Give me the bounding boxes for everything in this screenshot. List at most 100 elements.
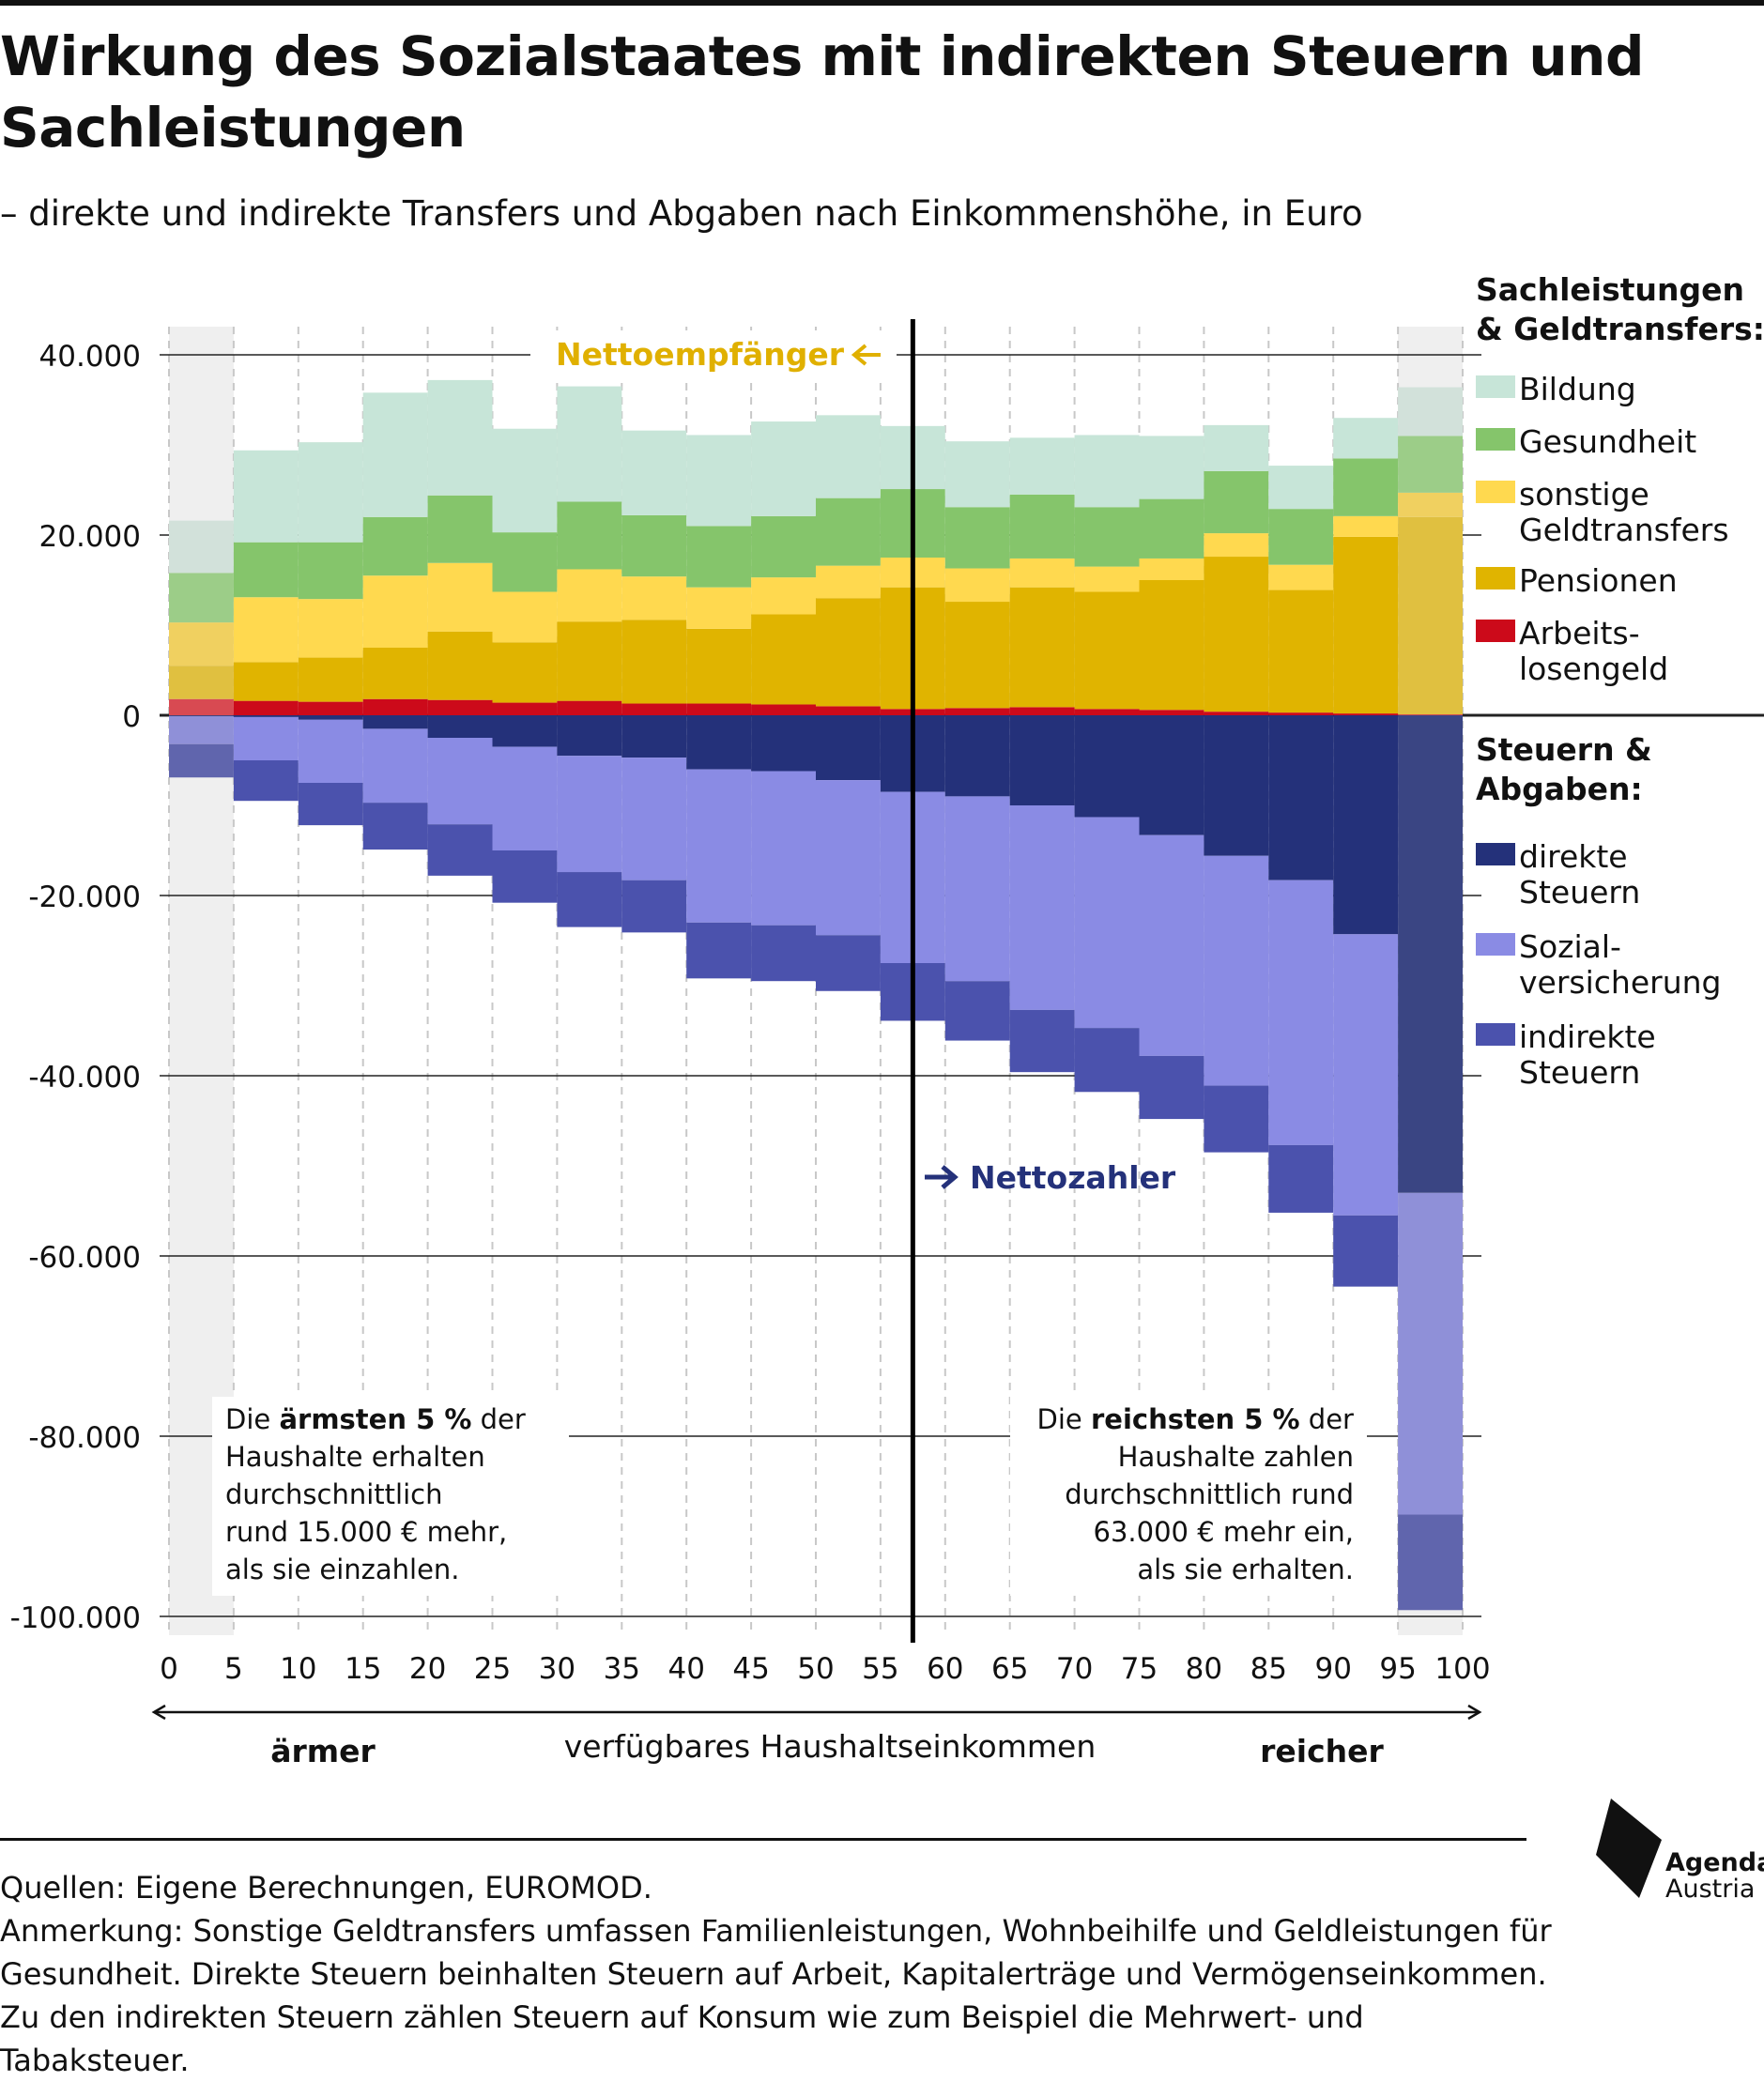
legend-swatch-gesundheit	[1476, 428, 1515, 451]
bar-segment-direkte-steuern	[686, 715, 752, 770]
bar-segment-indirekte-steuern	[1139, 1055, 1204, 1120]
bar-segment-sonstige-geldtransfers	[362, 575, 428, 648]
bar-segment-pensionen	[427, 631, 493, 700]
bar-segment-arbeitslosengeld	[233, 700, 299, 715]
y-tick-label: -80.000	[28, 1421, 141, 1455]
bar-segment-sozialversicherung	[1333, 934, 1399, 1216]
bar-segment-arbeitslosengeld	[751, 704, 816, 715]
bar-segment-arbeitslosengeld	[1009, 707, 1075, 715]
nettoempfaenger-label: Nettoempfänger	[556, 336, 845, 373]
x-tick-label: 100	[1434, 1652, 1490, 1686]
bar-segment-sonstige-geldtransfers	[298, 599, 363, 658]
arrow-right-icon	[1467, 1704, 1482, 1721]
bar-segment-arbeitslosengeld	[1204, 712, 1269, 715]
bar-segment-pensionen	[298, 657, 363, 702]
legend-swatch-sozialversicherung	[1476, 933, 1515, 956]
bar-segment-bildung	[1398, 387, 1463, 436]
legend-label: Steuern	[1519, 1054, 1640, 1091]
bar-segment-indirekte-steuern	[427, 824, 493, 876]
legend-label: Sozial-	[1519, 928, 1621, 965]
annotation-text: der	[471, 1403, 525, 1435]
bar-segment-indirekte-steuern	[298, 783, 363, 826]
y-tick-label: -40.000	[28, 1061, 141, 1095]
bar-segment-direkte-steuern	[1009, 715, 1075, 805]
legend-label: Steuern	[1519, 874, 1640, 911]
y-tick-label: -100.000	[10, 1601, 141, 1635]
bar-segment-arbeitslosengeld	[362, 698, 428, 715]
bar-segment-bildung	[427, 379, 493, 496]
x-tick-label: 70	[1056, 1652, 1093, 1686]
bar-segment-direkte-steuern	[1204, 715, 1269, 856]
x-tick-label: 5	[224, 1652, 243, 1686]
bar-segment-direkte-steuern	[816, 715, 881, 781]
x-tick-label: 95	[1379, 1652, 1416, 1686]
bar-segment-sonstige-geldtransfers	[944, 568, 1010, 603]
x-tick-label: 80	[1186, 1652, 1222, 1686]
bar-segment-sonstige-geldtransfers	[1333, 515, 1399, 537]
bar-segment-sozialversicherung	[1268, 880, 1334, 1145]
bar-segment-direkte-steuern	[1268, 715, 1334, 880]
annotation-text: Haushalte zahlen	[1118, 1441, 1354, 1473]
right-annotation-bg	[1010, 1397, 1367, 1596]
x-tick-label: 75	[1121, 1652, 1158, 1686]
bar-segment-direkte-steuern	[1333, 715, 1399, 935]
bar-segment-sozialversicherung	[427, 738, 493, 825]
bar-segment-indirekte-steuern	[1333, 1215, 1399, 1287]
bar-segment-pensionen	[621, 620, 687, 704]
bar-segment-gesundheit	[751, 515, 816, 578]
bar-segment-indirekte-steuern	[557, 872, 622, 927]
x-tick-label: 40	[667, 1652, 704, 1686]
y-tick-label: -20.000	[28, 880, 141, 914]
bar-segment-arbeitslosengeld	[944, 708, 1010, 715]
bar-segment-direkte-steuern	[233, 715, 299, 717]
chart: 40.000 20.000 0 -20.000 -40.000 -60.000 -80.00…	[10, 271, 1764, 1769]
bar-segment-sonstige-geldtransfers	[1268, 564, 1334, 590]
bar-segment-direkte-steuern	[621, 715, 687, 758]
annotation-text: durchschnittlich rund	[1065, 1478, 1354, 1510]
x-tick-label: 25	[474, 1652, 511, 1686]
legend-swatch-sonstige-geldtransfers	[1476, 481, 1515, 503]
bar-segment-gesundheit	[1268, 509, 1334, 565]
bar-segment-pensionen	[1204, 557, 1269, 712]
bar-segment-direkte-steuern	[298, 715, 363, 720]
note-text: Anmerkung: Sonstige Geldtransfers umfass…	[0, 1913, 1552, 2078]
right-annotation-line: Haushalte zahlen	[1118, 1441, 1354, 1473]
bar-segment-sonstige-geldtransfers	[1204, 533, 1269, 558]
bar-segment-gesundheit	[1074, 507, 1140, 567]
right-annotation-line: als sie erhalten.	[1137, 1554, 1354, 1585]
x-tick-label: 85	[1250, 1652, 1287, 1686]
bar-segment-gesundheit	[1139, 498, 1204, 559]
bar-segment-gesundheit	[1204, 470, 1269, 534]
y-tick-label: 0	[122, 700, 141, 734]
bar-segment-sonstige-geldtransfers	[492, 591, 558, 643]
bar-segment-gesundheit	[492, 532, 558, 592]
x-right-label: reicher	[1260, 1733, 1384, 1769]
bar-segment-sonstige-geldtransfers	[1398, 492, 1463, 517]
bar-segment-pensionen	[751, 614, 816, 705]
bar-segment-arbeitslosengeld	[169, 698, 234, 715]
bar-segment-bildung	[233, 450, 299, 543]
bar-segment-direkte-steuern	[1139, 715, 1204, 835]
bar-segment-pensionen	[1268, 589, 1334, 713]
bar-segment-bildung	[944, 441, 1010, 508]
bar-segment-pensionen	[1074, 591, 1140, 710]
bar-segment-bildung	[1204, 424, 1269, 471]
source-text: Quellen: Eigene Berechnungen, EUROMOD.	[0, 1870, 652, 1906]
bar-segment-arbeitslosengeld	[1398, 714, 1463, 715]
bar-segment-indirekte-steuern	[621, 880, 687, 933]
legend-label: Gesundheit	[1519, 423, 1696, 460]
bar-segment-gesundheit	[169, 573, 234, 623]
bar-segment-gesundheit	[686, 526, 752, 588]
bar-segment-pensionen	[1009, 587, 1075, 708]
bar-segment-bildung	[1009, 437, 1075, 495]
annotation-text: 63.000 € mehr ein,	[1094, 1516, 1354, 1548]
bar-segment-sozialversicherung	[944, 796, 1010, 982]
bar-segment-bildung	[298, 442, 363, 543]
bar-segment-sonstige-geldtransfers	[816, 565, 881, 599]
bar-segment-pensionen	[686, 628, 752, 704]
legend-label: versicherung	[1519, 964, 1721, 1001]
x-tick-label: 10	[280, 1652, 316, 1686]
bar-segment-indirekte-steuern	[1398, 1514, 1463, 1611]
bar-segment-sonstige-geldtransfers	[557, 569, 622, 622]
bar-segment-bildung	[1268, 466, 1334, 510]
